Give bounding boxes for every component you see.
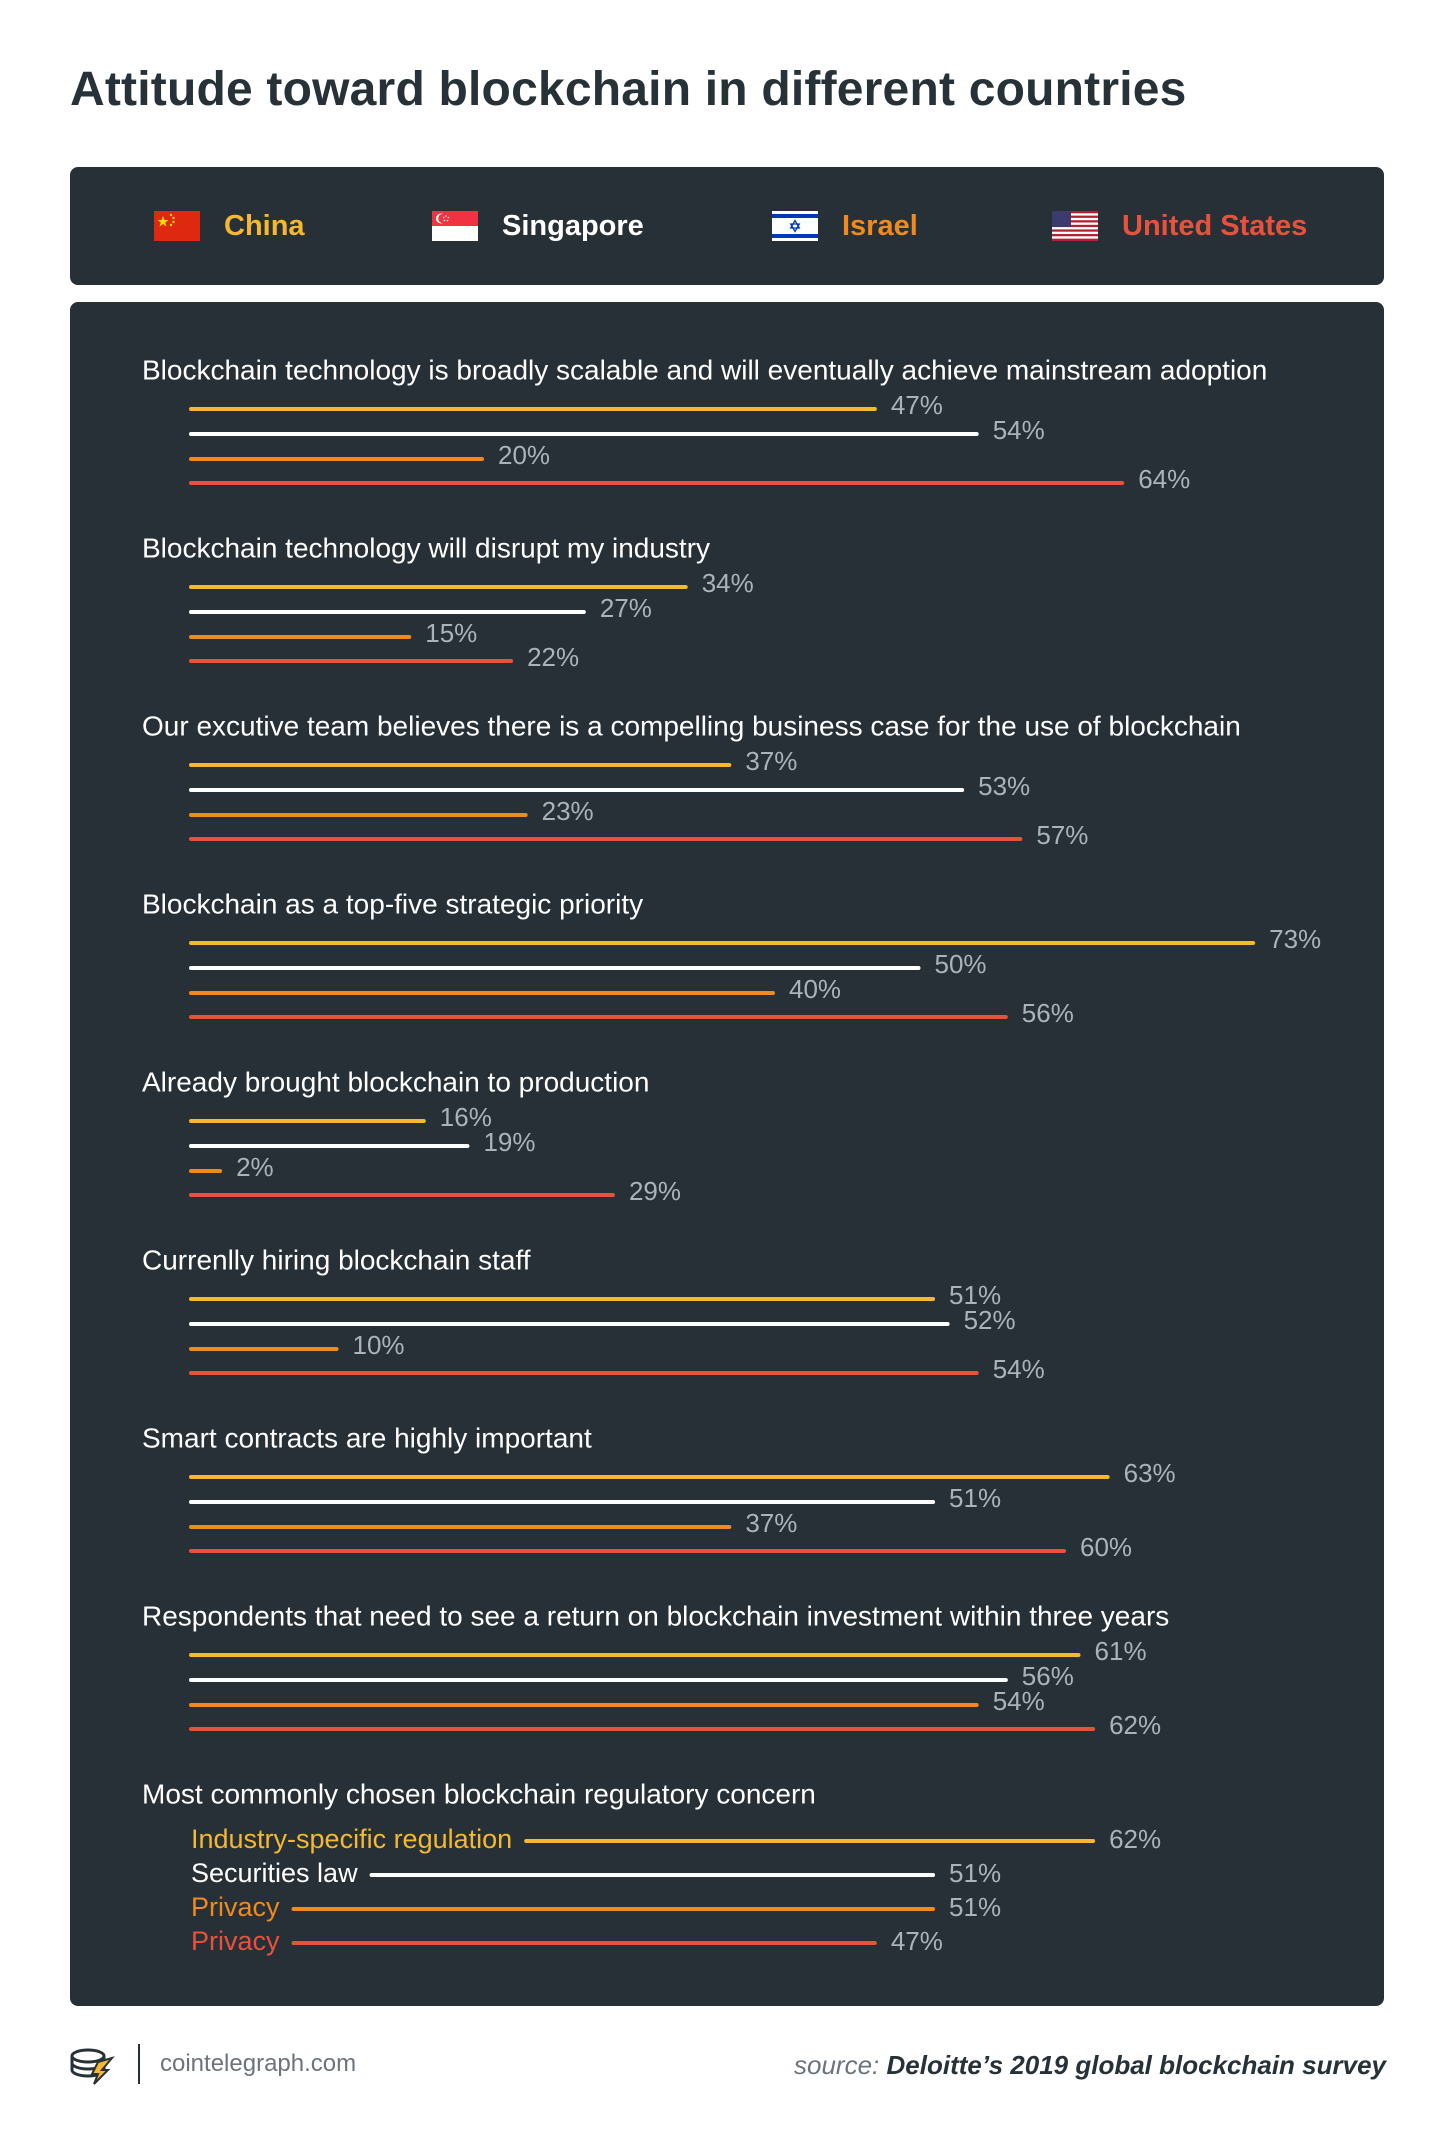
group-label: Blockchain technology will disrupt my in… bbox=[142, 532, 710, 563]
value-label: 40% bbox=[789, 974, 841, 1004]
value-label: 54% bbox=[993, 415, 1045, 445]
china-flag-icon bbox=[154, 211, 200, 241]
chart-title: Attitude toward blockchain in different … bbox=[70, 63, 1187, 116]
value-label: 20% bbox=[498, 440, 550, 470]
value-label: 10% bbox=[353, 1330, 405, 1360]
value-label: 53% bbox=[978, 771, 1030, 801]
group-label: Our excutive team believes there is a co… bbox=[142, 710, 1241, 741]
chart-area: Blockchain technology is broadly scalabl… bbox=[142, 354, 1321, 1956]
value-label: 50% bbox=[935, 949, 987, 979]
value-label: 47% bbox=[891, 390, 943, 420]
group-label: Most commonly chosen blockchain regulato… bbox=[142, 1778, 816, 1809]
group-label: Respondents that need to see a return on… bbox=[142, 1600, 1169, 1631]
legend-label-united-states: United States bbox=[1122, 209, 1308, 242]
group-label: Smart contracts are highly important bbox=[142, 1422, 592, 1453]
singapore-flag-icon bbox=[432, 211, 478, 241]
us-flag-icon bbox=[1052, 211, 1098, 241]
value-label: 54% bbox=[993, 1686, 1045, 1716]
value-label: 63% bbox=[1124, 1458, 1176, 1488]
group-label: Currenlly hiring blockchain staff bbox=[142, 1244, 531, 1275]
value-label: 2% bbox=[236, 1152, 274, 1182]
value-label: 64% bbox=[1138, 464, 1190, 494]
legend-item-singapore: Singapore bbox=[432, 167, 644, 285]
value-label: 51% bbox=[949, 1858, 1001, 1888]
cointelegraph-logo-icon bbox=[70, 2048, 115, 2085]
value-label: 29% bbox=[629, 1176, 681, 1206]
value-label: 62% bbox=[1109, 1710, 1161, 1740]
concern-label: Privacy bbox=[191, 1892, 280, 1922]
value-label: 54% bbox=[993, 1354, 1045, 1384]
legend-item-israel: Israel bbox=[772, 167, 918, 285]
value-label: 37% bbox=[745, 1508, 797, 1538]
value-label: 19% bbox=[483, 1127, 535, 1157]
legend-label-singapore: Singapore bbox=[502, 209, 644, 242]
value-label: 56% bbox=[1022, 1661, 1074, 1691]
value-label: 56% bbox=[1022, 998, 1074, 1028]
value-label: 47% bbox=[891, 1926, 943, 1956]
chart-panel: Blockchain technology is broadly scalabl… bbox=[70, 302, 1384, 2006]
source-text: Deloitte’s 2019 global blockchain survey bbox=[886, 2050, 1387, 2080]
value-label: 60% bbox=[1080, 1532, 1132, 1562]
value-label: 57% bbox=[1036, 820, 1088, 850]
value-label: 51% bbox=[949, 1892, 1001, 1922]
value-label: 52% bbox=[964, 1305, 1016, 1335]
value-label: 23% bbox=[542, 796, 594, 826]
group-label: Already brought blockchain to production bbox=[142, 1066, 649, 1097]
value-label: 16% bbox=[440, 1102, 492, 1132]
value-label: 15% bbox=[425, 618, 477, 648]
value-label: 27% bbox=[600, 593, 652, 623]
value-label: 61% bbox=[1095, 1636, 1147, 1666]
concern-label: Privacy bbox=[191, 1926, 280, 1956]
concern-label: Securities law bbox=[191, 1858, 358, 1888]
footer-divider bbox=[138, 2044, 140, 2084]
value-label: 37% bbox=[745, 746, 797, 776]
value-label: 34% bbox=[702, 568, 754, 598]
legend: China Singapore Israel bbox=[70, 167, 1384, 285]
footer-site-name: cointelegraph.com bbox=[160, 2050, 357, 2077]
value-label: 62% bbox=[1109, 1824, 1161, 1854]
group-label: Blockchain as a top-five strategic prior… bbox=[142, 888, 643, 919]
value-label: 73% bbox=[1269, 924, 1321, 954]
value-label: 51% bbox=[949, 1483, 1001, 1513]
legend-item-united-states: United States bbox=[1052, 167, 1307, 285]
legend-item-china: China bbox=[154, 167, 305, 285]
legend-label-china: China bbox=[224, 209, 305, 242]
group-label: Blockchain technology is broadly scalabl… bbox=[142, 354, 1267, 385]
israel-flag-icon bbox=[772, 211, 818, 241]
footer-source: source: Deloitte’s 2019 global blockchai… bbox=[794, 2050, 1386, 2081]
value-label: 51% bbox=[949, 1280, 1001, 1310]
concern-label: Industry-specific regulation bbox=[191, 1824, 512, 1854]
legend-label-israel: Israel bbox=[842, 209, 918, 242]
value-label: 22% bbox=[527, 642, 579, 672]
source-prefix: source: bbox=[794, 2050, 880, 2080]
